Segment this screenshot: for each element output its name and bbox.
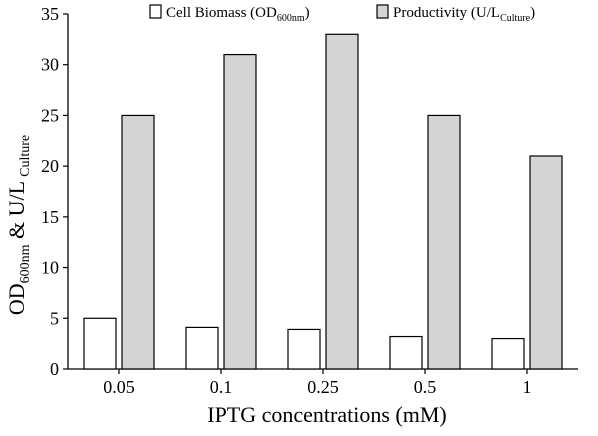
legend-swatch-biomass: [149, 4, 162, 19]
bar-productivity: [325, 33, 359, 370]
y-tick-label: 10: [41, 258, 59, 278]
y-tick-label: 30: [41, 55, 59, 75]
legend-label-productivity: Productivity (U/LCulture): [393, 5, 535, 24]
legend-swatch-productivity: [376, 4, 389, 19]
y-tick-label: 20: [41, 156, 59, 176]
y-tick-label: 25: [41, 105, 59, 125]
x-axis-title: IPTG concentrations (mM): [207, 402, 447, 427]
legend-label-biomass: Cell Biomass (OD600nm): [166, 5, 310, 24]
bar-productivity: [223, 53, 257, 370]
legend: Cell Biomass (OD600nm) Productivity (U/L…: [149, 4, 535, 24]
bar-biomass: [83, 317, 117, 370]
bar-biomass: [287, 328, 321, 370]
bar-productivity: [529, 155, 563, 370]
x-tick-label: 0.25: [307, 377, 339, 397]
y-tick-label: 35: [41, 4, 59, 24]
x-tick-label: 1: [523, 377, 532, 397]
y-tick-label: 15: [41, 207, 59, 227]
y-tick-label: 0: [50, 359, 59, 379]
x-tick-label: 0.5: [414, 377, 437, 397]
bar-biomass: [491, 337, 525, 370]
y-tick-label: 5: [50, 308, 59, 328]
x-tick-label: 0.05: [103, 377, 135, 397]
x-tick-label: 0.1: [210, 377, 233, 397]
bar-productivity: [427, 114, 461, 370]
y-axis-title: OD600nm & U/LCulture: [4, 135, 33, 315]
bar-biomass: [389, 335, 423, 370]
bar-biomass: [185, 326, 219, 370]
plot-area: 0 5 10 15 20 25 30 35 0.05 0.1 0.25 0.5 1: [41, 4, 578, 397]
bar-productivity: [121, 114, 155, 370]
